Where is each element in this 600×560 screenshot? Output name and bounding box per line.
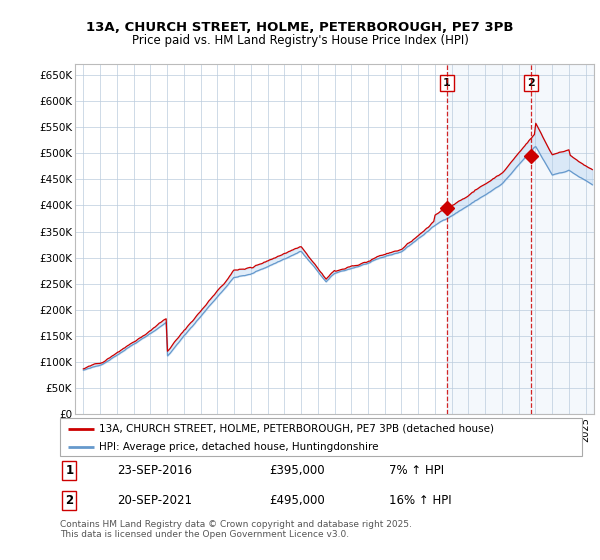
Text: 20-SEP-2021: 20-SEP-2021 xyxy=(118,494,193,507)
Text: Contains HM Land Registry data © Crown copyright and database right 2025.
This d: Contains HM Land Registry data © Crown c… xyxy=(60,520,412,539)
Text: £395,000: £395,000 xyxy=(269,464,325,478)
Text: 2: 2 xyxy=(65,494,73,507)
FancyBboxPatch shape xyxy=(60,418,582,456)
Text: HPI: Average price, detached house, Huntingdonshire: HPI: Average price, detached house, Hunt… xyxy=(99,442,379,452)
Text: 13A, CHURCH STREET, HOLME, PETERBOROUGH, PE7 3PB: 13A, CHURCH STREET, HOLME, PETERBOROUGH,… xyxy=(86,21,514,34)
Text: £495,000: £495,000 xyxy=(269,494,325,507)
Text: 1: 1 xyxy=(443,78,451,88)
Bar xyxy=(447,64,594,414)
Text: 1: 1 xyxy=(65,464,73,478)
Text: Price paid vs. HM Land Registry's House Price Index (HPI): Price paid vs. HM Land Registry's House … xyxy=(131,34,469,46)
Text: 23-SEP-2016: 23-SEP-2016 xyxy=(118,464,193,478)
Text: 2: 2 xyxy=(527,78,535,88)
Text: 16% ↑ HPI: 16% ↑ HPI xyxy=(389,494,451,507)
Text: 13A, CHURCH STREET, HOLME, PETERBOROUGH, PE7 3PB (detached house): 13A, CHURCH STREET, HOLME, PETERBOROUGH,… xyxy=(99,424,494,434)
Text: 7% ↑ HPI: 7% ↑ HPI xyxy=(389,464,444,478)
